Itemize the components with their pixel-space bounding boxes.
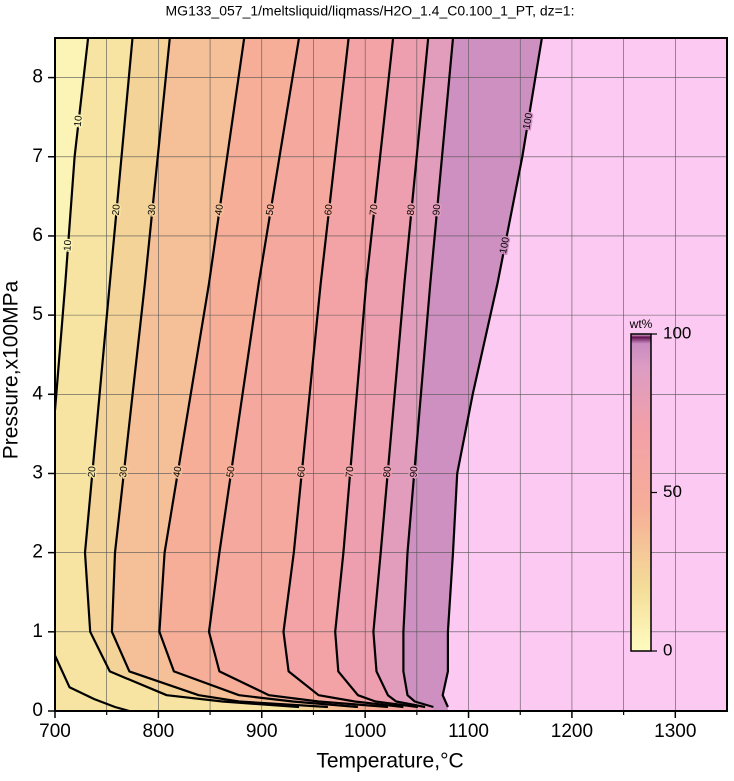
colorbar-tick-label: 50 xyxy=(663,482,682,501)
contour-line xyxy=(334,38,419,709)
fill-region xyxy=(55,38,89,711)
colorbar-tick-label: 0 xyxy=(663,640,672,659)
fill-region xyxy=(55,38,328,711)
contour-line xyxy=(83,38,300,709)
y-tick-label: 3 xyxy=(32,462,43,483)
contour-label: 100 xyxy=(498,236,512,255)
contour-label: 10 xyxy=(62,239,74,251)
y-tick-label: 6 xyxy=(32,225,43,246)
x-axis-label: Temperature,°C xyxy=(316,750,463,773)
colorbar xyxy=(630,333,652,652)
contour-label: 70 xyxy=(368,203,380,216)
contour-line xyxy=(110,38,328,709)
contour-label: 80 xyxy=(406,203,418,216)
x-tick-label: 1100 xyxy=(448,721,489,742)
contour-label: 40 xyxy=(213,203,226,216)
y-tick-label: 1 xyxy=(32,621,43,642)
contour-label: 20 xyxy=(87,465,99,478)
x-tick-label: 700 xyxy=(39,721,71,742)
contour-line xyxy=(402,38,455,709)
x-tick-label: 1200 xyxy=(551,721,593,742)
overlay: 700 800 900 1000 1100 1200 1300 0 1 2 3 4 5 6 7 8 wt% 0 50… xyxy=(32,37,728,742)
contour-line xyxy=(441,38,543,708)
y-tick-label: 0 xyxy=(32,700,43,721)
chart-title: MG133_057_1/meltsliquid/liqmass/H2O_1.4_… xyxy=(166,3,575,19)
contour-label: 80 xyxy=(382,465,394,477)
y-tick-label: 5 xyxy=(32,304,43,325)
contour-line xyxy=(55,38,130,711)
contour-label: 70 xyxy=(344,465,356,477)
contour-line xyxy=(207,38,388,709)
y-tick-label: 7 xyxy=(32,146,43,167)
plot-frame xyxy=(54,37,728,712)
colorbar-label: wt% xyxy=(629,317,653,331)
x-tick-label: 1000 xyxy=(344,721,386,742)
contour-label: 20 xyxy=(111,203,123,216)
y-axis-label: Pressure,x100MPa xyxy=(0,280,23,459)
x-tick-label: 1300 xyxy=(654,721,696,742)
y-tick-label: 4 xyxy=(32,383,43,404)
contour-label: 40 xyxy=(172,465,185,478)
contour-label: 10 xyxy=(73,115,85,128)
contour-line xyxy=(282,38,404,709)
x-tick-label: 900 xyxy=(246,721,278,742)
y-tick-label: 2 xyxy=(32,542,43,563)
y-tick-label: 8 xyxy=(32,67,43,88)
contour-line xyxy=(158,38,358,709)
contour-label: 30 xyxy=(146,203,158,216)
contour-label: 60 xyxy=(296,465,308,478)
x-tick-label: 800 xyxy=(143,721,175,742)
plot-area: 10 10 20 20 30 30 40 40 50 50 60 60 70 70 80 80 90 90 100 1… xyxy=(55,38,727,711)
contour-label: 30 xyxy=(118,465,130,478)
contour-label: 90 xyxy=(409,465,421,477)
contour-label: 50 xyxy=(265,203,278,216)
contour-line xyxy=(372,38,430,709)
contour-label: 50 xyxy=(225,465,238,478)
contour-label: 100 xyxy=(522,112,536,131)
colorbar-tick-label: 100 xyxy=(663,323,691,342)
contour-label: 90 xyxy=(431,203,443,216)
contour-label: 60 xyxy=(323,203,335,216)
